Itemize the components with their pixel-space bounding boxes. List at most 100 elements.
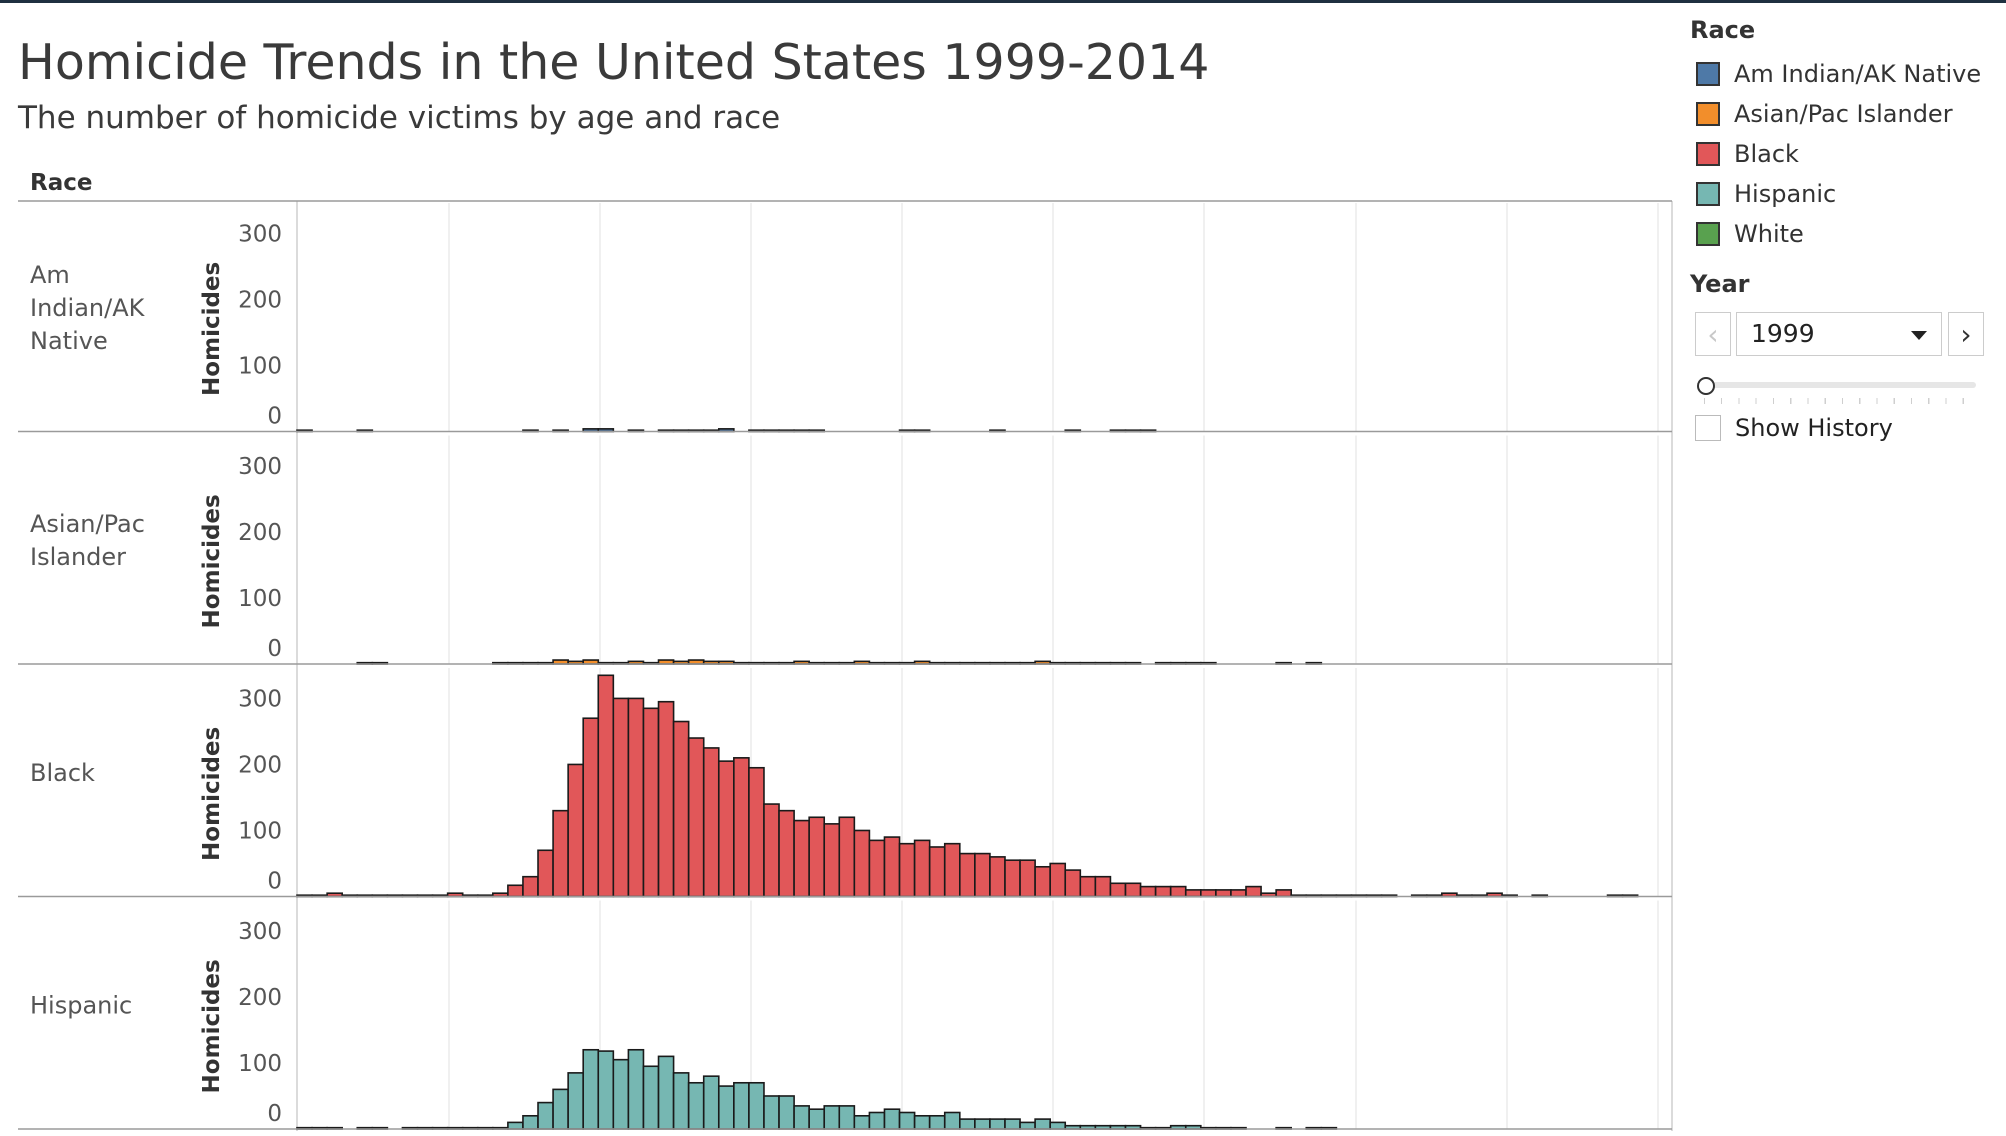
top-rule [0,0,2006,3]
bar-black-age-45 [974,852,991,898]
legend-swatch-hispanic [1696,182,1720,206]
y-axis-title-am-indian-ak-native: Homicides [199,262,225,396]
y-tick-label-asian-pac-islander-300: 300 [238,454,282,480]
bar-black-age-36 [838,816,856,898]
legend-swatch-white [1696,222,1720,246]
race-legend: Race Am Indian/AK Native Asian/Pac Islan… [1690,16,1990,254]
show-history-checkbox[interactable] [1695,415,1721,441]
bar-hispanic-age-27 [702,1075,720,1130]
year-slider[interactable] [1690,374,1990,404]
bar-black-age-28 [717,760,735,898]
legend-item-hispanic[interactable]: Hispanic [1690,174,1990,214]
year-select-value: 1999 [1751,319,1815,348]
bar-hispanic-age-48 [1019,1121,1036,1130]
year-slider-thumb[interactable] [1697,377,1715,395]
bar-black-age-32 [778,809,795,898]
bar-hispanic-age-17 [552,1088,569,1130]
bar-hispanic-age-35 [823,1105,841,1130]
bar-black-age-39 [883,836,901,898]
homicide-small-multiples-chart: Am Indian/AK Native Homicides 0 100 200 300 Asia… [18,200,1673,1131]
y-tick-label-black-0: 0 [267,869,282,895]
bar-hispanic-age-47 [1004,1118,1021,1130]
bar-hispanic-age-20 [597,1050,615,1130]
y-tick-label-hispanic-300: 300 [238,919,282,945]
bar-hispanic-age-21 [612,1058,630,1130]
caret-down-icon [1911,331,1927,340]
bar-black-age-38 [868,839,886,898]
bar-hispanic-age-28 [717,1085,735,1130]
bar-black-age-44 [958,852,976,898]
bar-hispanic-age-19 [582,1048,600,1130]
legend-swatch-black [1696,142,1720,166]
y-axis-title-hispanic: Homicides [199,959,225,1093]
y-axis-title-black: Homicides [199,727,225,861]
bar-black-age-63 [1245,885,1262,898]
year-next-button[interactable]: › [1948,312,1984,356]
bar-black-age-42 [928,846,946,898]
bar-black-age-23 [642,707,660,898]
dashboard-subtitle: The number of homicide victims by age an… [18,100,781,136]
bar-hispanic-age-31 [763,1095,780,1130]
bar-hispanic-age-15 [522,1114,539,1130]
legend-label-white: White [1734,220,1804,248]
y-axis-title-asian-pac-islander: Homicides [199,494,225,628]
bar-hispanic-age-44 [958,1118,976,1130]
bar-hispanic-age-26 [687,1081,705,1130]
legend-item-asian-pac[interactable]: Asian/Pac Islander [1690,94,1990,134]
bar-black-age-50 [1049,862,1067,898]
bar-black-age-60 [1200,889,1217,898]
year-slider-track[interactable] [1708,382,1976,388]
bar-black-age-51 [1064,869,1082,898]
bar-black-age-33 [793,819,810,898]
legend-swatch-am-indian [1696,62,1720,86]
legend-label-am-indian: Am Indian/AK Native [1734,60,1982,88]
year-controls: ‹ 1999 › [1690,312,1990,358]
bar-hispanic-age-40 [898,1111,916,1130]
bar-hispanic-age-25 [672,1072,690,1130]
year-slider-ticks [1704,398,1980,404]
bar-hispanic-age-43 [943,1111,961,1130]
bar-hispanic-age-45 [974,1118,991,1130]
legend-item-white[interactable]: White [1690,214,1990,254]
y-tick-label-black-200: 200 [238,752,282,778]
bar-black-age-49 [1034,865,1051,898]
bar-black-age-18 [567,763,585,898]
bar-hispanic-age-14 [507,1121,524,1130]
y-tick-label-black-100: 100 [238,818,282,844]
bar-black-age-55 [1124,882,1142,898]
bar-hispanic-age-46 [989,1118,1006,1130]
bar-black-age-31 [763,803,780,898]
row-label-am-indian-ak-native-line-2: Native [30,327,108,355]
bar-hispanic-age-32 [778,1095,795,1130]
bar-hispanic-age-34 [808,1108,826,1130]
chevron-right-icon: › [1960,317,1972,351]
y-tick-label-asian-pac-islander-200: 200 [238,520,282,546]
legend-swatch-asian-pac [1696,102,1720,126]
row-label-am-indian-ak-native-line-0: Am [30,261,70,289]
bar-black-age-15 [522,875,539,898]
legend-label-hispanic: Hispanic [1734,180,1837,208]
legend-item-black[interactable]: Black [1690,134,1990,174]
row-label-hispanic: Hispanic [30,991,132,1019]
bar-hispanic-age-39 [883,1108,901,1130]
bar-hispanic-age-50 [1049,1121,1067,1130]
bar-hispanic-age-22 [627,1048,645,1130]
bar-black-age-57 [1154,885,1172,898]
bar-hispanic-age-36 [838,1105,856,1130]
legend-item-am-indian[interactable]: Am Indian/AK Native [1690,54,1990,94]
year-prev-button[interactable]: ‹ [1695,312,1731,356]
y-tick-label-am-indian-ak-native-0: 0 [267,404,282,430]
year-select[interactable]: 1999 [1736,312,1942,356]
y-tick-label-am-indian-ak-native-100: 100 [238,353,282,379]
bar-black-age-59 [1184,889,1202,898]
y-tick-label-am-indian-ak-native-200: 200 [238,287,282,313]
bar-hispanic-age-18 [567,1072,585,1130]
bar-black-age-19 [582,717,600,898]
show-history-control[interactable]: Show History [1695,414,1893,442]
bar-hispanic-age-37 [853,1114,871,1130]
bar-black-age-43 [943,842,961,898]
y-tick-label-asian-pac-islander-100: 100 [238,586,282,612]
bar-black-age-34 [808,816,826,898]
bar-black-age-14 [507,884,524,898]
bar-hispanic-age-23 [642,1065,660,1130]
